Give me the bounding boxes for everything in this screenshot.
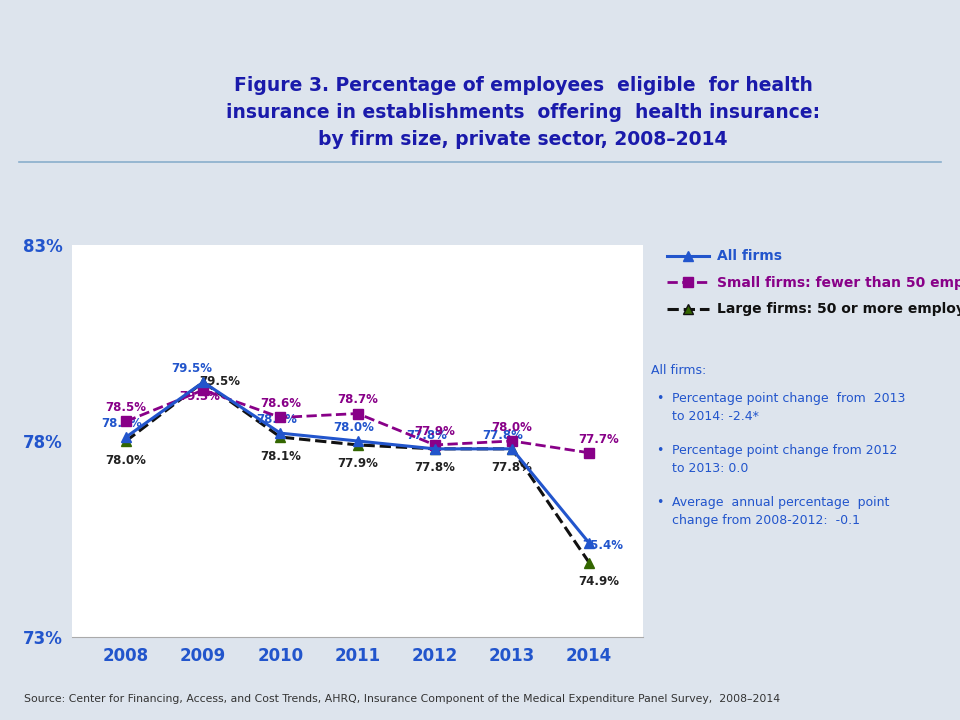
Text: 79.5%: 79.5% (171, 362, 212, 375)
Text: 78.1%: 78.1% (102, 417, 143, 430)
Text: 78.1%: 78.1% (260, 449, 300, 463)
Text: Percentage point change from 2012
to 2013: 0.0: Percentage point change from 2012 to 201… (672, 444, 898, 475)
Text: 78.2%: 78.2% (256, 413, 297, 426)
Text: 79.3%: 79.3% (179, 390, 220, 402)
Text: All firms:: All firms: (651, 364, 707, 377)
Text: 78.5%: 78.5% (106, 401, 147, 414)
Text: 77.9%: 77.9% (415, 425, 455, 438)
Text: Percentage point change  from  2013
to 2014: -2.4*: Percentage point change from 2013 to 201… (672, 392, 905, 423)
Text: Average  annual percentage  point
change from 2008-2012:  -0.1: Average annual percentage point change f… (672, 496, 889, 527)
Text: Source: Center for Financing, Access, and Cost Trends, AHRQ, Insurance Component: Source: Center for Financing, Access, an… (24, 694, 780, 704)
Text: Figure 3. Percentage of employees  eligible  for health
insurance in establishme: Figure 3. Percentage of employees eligib… (227, 76, 820, 149)
Text: 77.8%: 77.8% (407, 429, 447, 442)
Text: 77.9%: 77.9% (337, 457, 378, 470)
Text: 77.8%: 77.8% (415, 462, 455, 474)
Text: 78.7%: 78.7% (337, 393, 378, 407)
Text: 75.4%: 75.4% (583, 539, 624, 552)
Legend: All firms, Small firms: fewer than 50 employees, Large firms: 50 or more employe: All firms, Small firms: fewer than 50 em… (661, 244, 960, 322)
Text: •: • (656, 496, 663, 509)
Text: 78.0%: 78.0% (492, 421, 533, 434)
Text: 77.7%: 77.7% (578, 433, 619, 446)
Text: 74.9%: 74.9% (578, 575, 619, 588)
Text: 78.0%: 78.0% (333, 421, 374, 434)
Text: •: • (656, 392, 663, 405)
Text: 77.8%: 77.8% (492, 462, 533, 474)
Text: 78.6%: 78.6% (260, 397, 300, 410)
Text: 77.8%: 77.8% (482, 429, 523, 442)
Text: 78.0%: 78.0% (106, 454, 147, 467)
Text: •: • (656, 444, 663, 457)
Text: 79.5%: 79.5% (200, 375, 241, 388)
